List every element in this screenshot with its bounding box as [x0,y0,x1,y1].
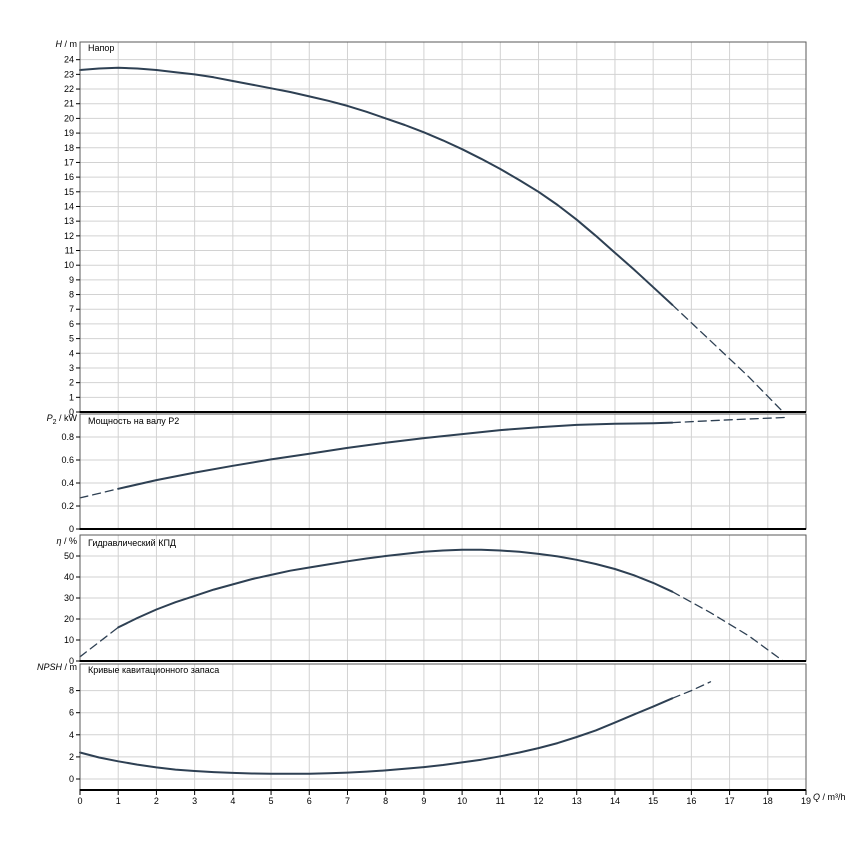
svg-text:3: 3 [192,796,197,806]
y-axis-label-efficiency: η / % [56,537,77,549]
svg-text:18: 18 [64,143,74,153]
svg-text:4: 4 [69,348,74,358]
svg-text:7: 7 [345,796,350,806]
svg-text:18: 18 [763,796,773,806]
svg-text:11: 11 [496,796,505,806]
svg-text:4: 4 [230,796,235,806]
svg-text:14: 14 [610,796,620,806]
svg-text:16: 16 [686,796,696,806]
svg-text:17: 17 [64,157,74,167]
svg-text:0.8: 0.8 [61,432,74,442]
y-axis-rest-head: / m [62,39,78,49]
svg-text:15: 15 [64,187,74,197]
svg-text:16: 16 [64,172,74,182]
curve-head [79,66,674,306]
x-axis-var: Q [813,792,821,802]
svg-text:23: 23 [64,69,74,79]
y-axis-var-head: H [55,39,63,49]
svg-text:19: 19 [801,796,811,806]
svg-text:9: 9 [421,796,426,806]
svg-text:8: 8 [69,686,74,696]
curve-npsh-extrapolation [671,681,712,699]
svg-text:15: 15 [648,796,658,806]
svg-text:0.4: 0.4 [61,478,74,488]
svg-text:6: 6 [307,796,312,806]
svg-text:10: 10 [457,796,467,806]
svg-text:3: 3 [69,363,74,373]
svg-text:4: 4 [69,730,74,740]
svg-text:1: 1 [69,392,74,402]
svg-text:20: 20 [64,614,74,624]
y-axis-var-npsh: NPSH [36,662,62,672]
svg-text:13: 13 [64,216,74,226]
svg-text:12: 12 [534,796,544,806]
svg-text:21: 21 [64,99,74,109]
y-axis-label-head: H / m [56,40,78,52]
panel-title-power: Мощность на валу P2 [88,416,180,426]
svg-text:11: 11 [65,246,74,256]
svg-text:5: 5 [269,796,274,806]
panel-efficiency: 0 10 20 30 40 50 [64,534,807,666]
svg-text:19: 19 [64,128,74,138]
curve-power-extrapolation-low [79,488,119,499]
y-axis-sub-power: 2 [52,418,57,426]
curve-efficiency-extrapolation-low [79,626,119,658]
svg-text:10: 10 [64,260,74,270]
curve-efficiency-extrapolation-high [671,591,784,662]
panel-npsh: 0 2 4 6 8 [69,663,807,791]
curve-efficiency [117,548,674,629]
svg-text:5: 5 [69,334,74,344]
y-axis-var-power: P [46,413,53,423]
svg-text:24: 24 [64,55,74,65]
svg-text:0: 0 [69,407,74,417]
svg-text:12: 12 [64,231,74,241]
svg-text:30: 30 [64,593,74,603]
svg-text:20: 20 [64,113,74,123]
svg-text:0: 0 [69,656,74,666]
svg-text:40: 40 [64,572,74,582]
svg-text:17: 17 [725,796,735,806]
svg-text:2: 2 [69,752,74,762]
svg-text:0: 0 [69,524,74,534]
svg-text:6: 6 [69,708,74,718]
curve-power [117,421,674,490]
curve-power-extrapolation-high [671,416,788,424]
panel-title-efficiency: Гидравлический КПД [88,538,177,548]
y-axis-rest-efficiency: / % [61,536,77,546]
curve-head-extrapolation [671,304,784,413]
svg-text:8: 8 [69,290,74,300]
svg-text:9: 9 [69,275,74,285]
x-axis: 0 1 2 3 4 5 6 7 8 9 10 11 12 13 14 15 16 17 18 19 [77,790,811,806]
svg-text:10: 10 [64,635,74,645]
x-axis-rest: / m³/h [820,792,846,802]
svg-text:8: 8 [383,796,388,806]
svg-text:0.6: 0.6 [61,455,74,465]
y-axis-label-npsh: NPSH / m [37,663,77,675]
panel-title-head: Напор [88,43,115,53]
panel-title-npsh: Кривые кавитационного запаса [88,665,220,675]
y-axis-rest-npsh: / m [62,662,78,672]
curve-npsh [79,697,674,775]
svg-text:0: 0 [69,774,74,784]
svg-text:6: 6 [69,319,74,329]
svg-text:7: 7 [69,304,74,314]
svg-text:1: 1 [116,796,121,806]
panel-power: 0 0.2 0.4 0.6 0.8 [61,413,807,534]
svg-text:0.2: 0.2 [61,501,74,511]
x-axis-label: Q / m³/h [813,793,846,802]
svg-text:13: 13 [572,796,582,806]
svg-text:50: 50 [64,551,74,561]
svg-text:14: 14 [64,201,74,211]
svg-text:22: 22 [64,84,74,94]
svg-text:0: 0 [77,796,82,806]
svg-text:2: 2 [154,796,159,806]
svg-text:2: 2 [69,378,74,388]
y-axis-var-efficiency: η [56,536,62,546]
y-axis-label-power: P2 / kW [47,414,77,426]
y-axis-rest-power: / kW [56,413,77,423]
